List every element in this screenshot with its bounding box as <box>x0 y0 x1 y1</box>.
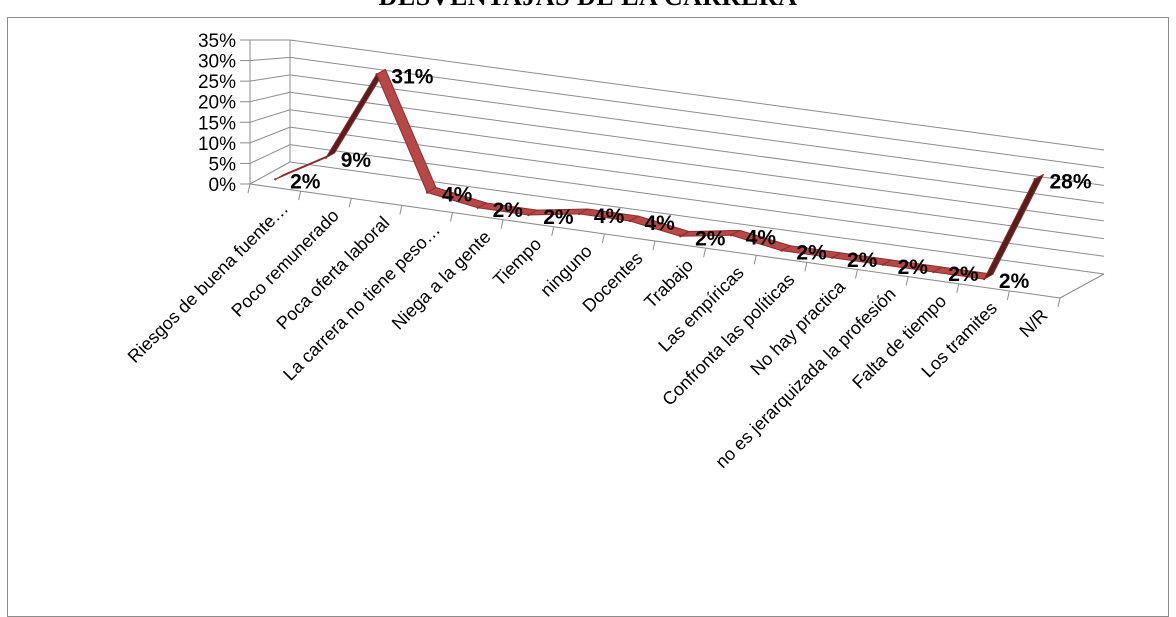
side-gridline <box>249 91 291 103</box>
x-tick-mark <box>1006 290 1010 300</box>
x-tick-mark <box>1057 297 1061 308</box>
line-point <box>831 256 834 259</box>
side-gridline <box>249 161 291 185</box>
line-segment <box>325 68 386 159</box>
line-point <box>274 178 277 181</box>
x-tick-label: Poco remunerado <box>227 205 342 320</box>
x-tick-mark <box>804 262 808 272</box>
data-label: 31% <box>391 65 433 88</box>
line-point <box>679 235 682 238</box>
line-point <box>1033 178 1036 181</box>
x-tick-mark <box>753 255 757 265</box>
chart-frame <box>7 17 1169 617</box>
x-tick-mark <box>601 233 605 243</box>
data-label: 2% <box>948 263 979 286</box>
line-point <box>628 219 631 223</box>
x-axis-ticks: Riesgos de buena fuente…Poco remuneradoP… <box>124 198 1052 472</box>
side-gridline <box>249 144 291 164</box>
data-label: 4% <box>594 205 625 228</box>
y-tick-label: 5% <box>209 154 237 175</box>
side-gridline <box>249 126 291 144</box>
data-label: 4% <box>645 212 676 235</box>
ribbon-layer <box>274 68 1044 281</box>
x-tick-mark <box>956 283 960 293</box>
x-tick-mark <box>652 240 656 251</box>
data-label: 2% <box>999 270 1030 293</box>
back-gridline <box>289 91 1105 204</box>
line-point <box>577 212 581 216</box>
line-point <box>780 249 783 252</box>
data-label: 2% <box>493 199 524 222</box>
y-tick-label: 15% <box>198 113 236 134</box>
side-gridline <box>249 74 291 82</box>
x-tick-label: N/R <box>1015 305 1051 341</box>
floor-right-edge <box>1059 273 1105 299</box>
data-labels: 2% 9% 31% 4% 2% 2% 4% 4% 2% 4% 2% 2% 2% 2% 2% 28% <box>290 65 1092 293</box>
back-gridline <box>289 74 1105 186</box>
line-chart-3d: 0%5%10%15%20%25%30%35% Riesgos de buena … <box>124 31 1105 472</box>
side-gridline <box>249 109 291 123</box>
data-label: 28% <box>1050 170 1092 193</box>
data-label: 2% <box>847 249 878 272</box>
line-point <box>729 234 733 237</box>
y-tick-label: 20% <box>198 93 236 114</box>
line-point <box>982 277 986 281</box>
data-label: 9% <box>341 149 372 172</box>
x-tick-mark <box>247 183 251 194</box>
y-tick-label: 35% <box>198 31 236 52</box>
line-point <box>881 263 884 266</box>
x-tick-mark <box>450 212 453 222</box>
back-gridline <box>289 109 1105 222</box>
x-tick-mark <box>399 205 403 215</box>
y-tick-label: 30% <box>198 52 236 73</box>
side-gridline <box>249 56 291 62</box>
back-gridline <box>289 126 1105 240</box>
x-tick-label: Tiempo <box>489 234 545 290</box>
line-point <box>476 206 479 209</box>
x-tick-mark <box>703 248 707 258</box>
data-label: 2% <box>796 242 827 265</box>
x-tick-mark <box>348 198 352 208</box>
line-point <box>426 191 429 194</box>
x-tick-label: Niega a la gente <box>388 227 495 334</box>
line-segment <box>983 173 1044 280</box>
x-tick-mark <box>500 219 504 229</box>
x-tick-mark <box>551 226 555 236</box>
line-point <box>324 156 328 159</box>
data-label: 2% <box>290 171 321 194</box>
x-tick-label: Trabajo <box>640 255 697 312</box>
x-tick-mark <box>855 269 858 279</box>
line-point <box>375 73 378 76</box>
x-tick-label: ninguno <box>536 241 595 300</box>
y-axis-ticks: 0%5%10%15%20%25%30%35% <box>198 31 236 196</box>
y-tick-label: 10% <box>198 134 236 155</box>
line-point <box>527 213 530 217</box>
chart-title: DESVENTAJAS DE LA CARRERA <box>0 0 1176 12</box>
x-tick-mark <box>298 191 302 201</box>
y-tick-label: 0% <box>209 175 237 196</box>
x-tick-mark <box>905 276 909 286</box>
line-point <box>932 270 935 274</box>
data-label: 2% <box>898 256 929 279</box>
back-gridline <box>289 56 1105 169</box>
y-tick-label: 25% <box>198 72 236 93</box>
data-label: 2% <box>695 228 726 251</box>
data-label: 4% <box>442 184 473 207</box>
data-label: 2% <box>543 206 574 229</box>
data-label: 4% <box>746 226 777 249</box>
back-gridline <box>289 39 1105 151</box>
